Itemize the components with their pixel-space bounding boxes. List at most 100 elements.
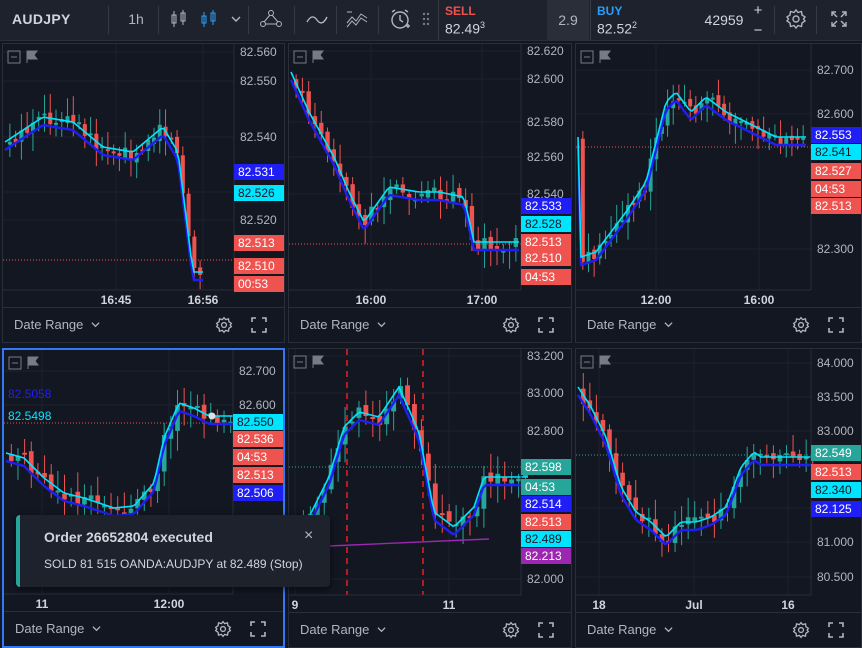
price-tick-label: 82.620 bbox=[527, 44, 564, 58]
fullscreen-icon[interactable] bbox=[826, 6, 852, 32]
price-tag-bg bbox=[233, 414, 283, 430]
price-tag-label: 04:53 bbox=[525, 480, 555, 494]
slow-moving-average bbox=[5, 409, 234, 518]
close-icon[interactable]: × bbox=[304, 527, 314, 544]
price-axis[interactable]: 82.620 82.600 82.580 82.560 82.540 bbox=[520, 44, 564, 290]
time-tick-label: 16 bbox=[781, 598, 795, 612]
panel-expand-icon[interactable] bbox=[537, 621, 555, 639]
candle-body bbox=[718, 509, 724, 521]
panel-expand-icon[interactable] bbox=[537, 316, 555, 334]
candle-body bbox=[450, 191, 456, 202]
panel-expand-icon[interactable] bbox=[249, 620, 267, 638]
quantity-input[interactable]: 42959 bbox=[704, 12, 744, 28]
chart-panel-3[interactable]: 82.700 82.600 82.300 12:00 16:00 82.553 82.541… bbox=[575, 43, 862, 343]
panel-settings-icon[interactable] bbox=[792, 316, 810, 334]
panel-expand-icon[interactable] bbox=[827, 621, 845, 639]
chart-canvas[interactable]: 83.200 83.000 82.800 82.000 9 11 82.598 04:53 82… bbox=[289, 349, 571, 613]
chart-grid bbox=[3, 44, 234, 290]
buy-button[interactable]: BUY 82.522 bbox=[590, 0, 699, 40]
flag-icon[interactable] bbox=[25, 50, 39, 69]
flag-icon[interactable] bbox=[311, 50, 325, 69]
chart-canvas[interactable]: 82.700 82.600 11 12:00 82.550 82.536 04:53 82.5… bbox=[4, 350, 283, 612]
date-range-label: Date Range bbox=[14, 317, 84, 332]
price-axis[interactable]: 83.200 83.000 82.800 82.000 bbox=[520, 349, 564, 595]
candle-body bbox=[725, 505, 730, 508]
candle-body bbox=[121, 512, 127, 515]
panel-expand-icon[interactable] bbox=[827, 316, 845, 334]
quantity-increase-button[interactable]: + bbox=[753, 2, 763, 19]
chart-canvas[interactable]: 84.00083.50083.00081.50081.00080.50018Ju… bbox=[576, 349, 861, 613]
panel-settings-icon[interactable] bbox=[502, 621, 520, 639]
price-tag-bg bbox=[234, 276, 284, 292]
settings-gear-icon[interactable] bbox=[782, 6, 810, 32]
alert-clock-icon[interactable] bbox=[386, 6, 414, 32]
chart-canvas[interactable]: 82.620 82.600 82.580 82.560 82.540 16:00 17:00… bbox=[289, 44, 571, 308]
candle-body bbox=[767, 133, 772, 139]
compare-icon[interactable] bbox=[256, 6, 286, 32]
panel-expand-icon[interactable] bbox=[250, 316, 268, 334]
chart-canvas[interactable]: 82.700 82.600 82.300 12:00 16:00 82.553 82.541… bbox=[576, 44, 861, 308]
price-tag: 82.340 bbox=[811, 482, 861, 498]
price-tag-label: 82.510 bbox=[525, 251, 562, 265]
indicator-legend-value: 82.5498 bbox=[8, 409, 52, 423]
chart-panel-2[interactable]: 82.620 82.600 82.580 82.560 82.540 16:00 17:00… bbox=[288, 43, 572, 343]
date-range-button[interactable]: Date Range bbox=[15, 621, 101, 636]
price-tag-label: 82.514 bbox=[525, 497, 562, 511]
drag-handle-icon[interactable] bbox=[420, 6, 432, 32]
candle-body bbox=[8, 454, 14, 462]
panel-collapse-icon[interactable] bbox=[7, 50, 21, 69]
candle-body bbox=[25, 127, 30, 133]
date-range-button[interactable]: Date Range bbox=[300, 622, 386, 637]
date-range-button[interactable]: Date Range bbox=[300, 317, 386, 332]
candle-body bbox=[15, 455, 21, 461]
panel-settings-icon[interactable] bbox=[502, 316, 520, 334]
panel-collapse-icon[interactable] bbox=[8, 356, 22, 375]
candles-style-icon[interactable] bbox=[166, 6, 192, 32]
price-tag-bg bbox=[233, 431, 283, 447]
date-range-button[interactable]: Date Range bbox=[587, 317, 673, 332]
sell-price-value: 82.49 bbox=[445, 20, 481, 37]
panel-collapse-icon[interactable] bbox=[580, 50, 594, 69]
flag-icon[interactable] bbox=[598, 355, 612, 374]
chart-panel-5[interactable]: 83.200 83.000 82.800 82.000 9 11 82.598 04:53 82… bbox=[288, 348, 572, 648]
fast-moving-average bbox=[290, 385, 528, 533]
flag-icon[interactable] bbox=[311, 355, 325, 374]
candle-body bbox=[592, 249, 597, 259]
chevron-down-icon[interactable] bbox=[228, 6, 244, 32]
date-range-button[interactable]: Date Range bbox=[587, 622, 673, 637]
price-tag-label: 82.513 bbox=[525, 515, 562, 529]
price-tick-label: 83.200 bbox=[527, 349, 564, 363]
price-tag-bg bbox=[234, 185, 284, 201]
sell-button[interactable]: SELL 82.493 bbox=[438, 0, 546, 40]
chart-canvas[interactable]: 82.56082.55082.54082.53082.52016:4516:56… bbox=[3, 44, 284, 308]
flag-icon[interactable] bbox=[26, 356, 40, 375]
price-tag-label: 82.598 bbox=[525, 460, 562, 474]
date-range-button[interactable]: Date Range bbox=[14, 317, 100, 332]
panel-settings-icon[interactable] bbox=[792, 621, 810, 639]
chart-panel-6[interactable]: 84.00083.50083.00081.50081.00080.50018Ju… bbox=[575, 348, 862, 648]
panel-collapse-icon[interactable] bbox=[580, 355, 594, 374]
templates-icon[interactable] bbox=[342, 6, 372, 32]
price-tag-label: 82.531 bbox=[238, 165, 275, 179]
panel-settings-icon[interactable] bbox=[214, 620, 232, 638]
candle-body bbox=[123, 147, 128, 160]
bars-style-icon[interactable] bbox=[196, 6, 222, 32]
panel-settings-icon[interactable] bbox=[215, 316, 233, 334]
flag-icon[interactable] bbox=[598, 50, 612, 69]
candle-body bbox=[88, 133, 93, 136]
symbol-selector[interactable]: AUDJPY bbox=[12, 11, 71, 27]
price-tag-bg bbox=[811, 181, 861, 197]
indicators-icon[interactable] bbox=[302, 6, 332, 32]
chart-panel-1[interactable]: 82.56082.55082.54082.53082.52016:4516:56… bbox=[2, 43, 285, 343]
candle-body bbox=[688, 98, 693, 107]
chart-panel-4[interactable]: 82.700 82.600 11 12:00 82.550 82.536 04:53 82.5… bbox=[2, 348, 285, 648]
chevron-down-icon bbox=[377, 322, 386, 328]
candle-body bbox=[68, 494, 74, 497]
quantity-decrease-button[interactable]: − bbox=[753, 22, 763, 39]
panel-collapse-icon[interactable] bbox=[293, 50, 307, 69]
interval-selector[interactable]: 1h bbox=[128, 11, 144, 27]
price-tag: 82.550 bbox=[233, 414, 283, 430]
toolbar-divider bbox=[158, 6, 159, 34]
panel-collapse-icon[interactable] bbox=[293, 355, 307, 374]
